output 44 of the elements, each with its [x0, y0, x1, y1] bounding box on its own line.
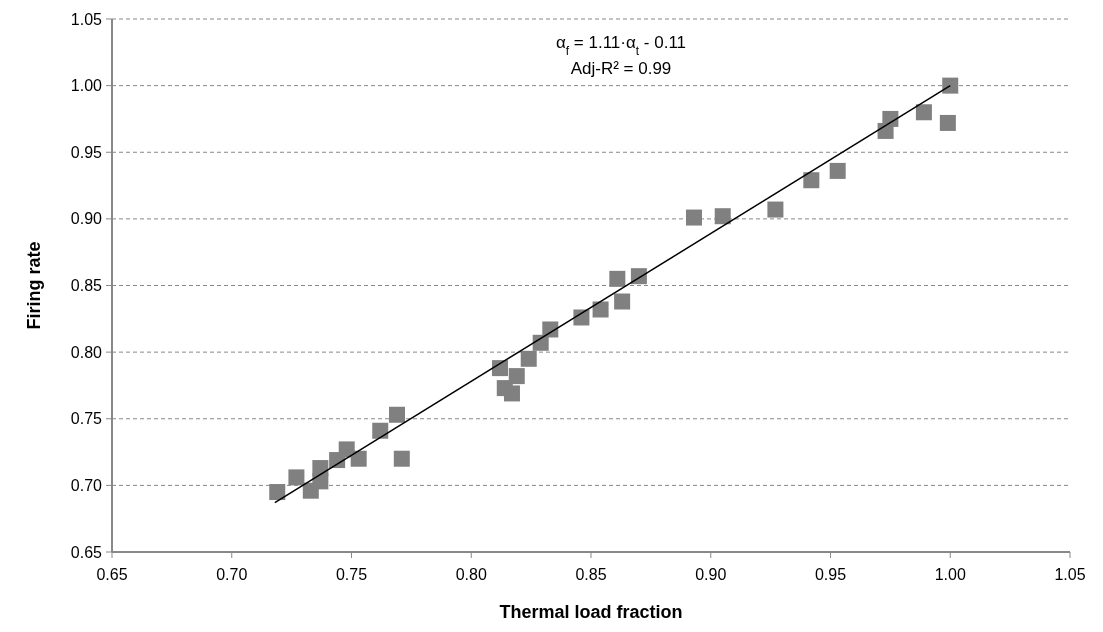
- point: [829, 162, 846, 179]
- point: [288, 469, 305, 486]
- x-tick-label: 1.00: [934, 566, 966, 583]
- point: [393, 450, 410, 467]
- point: [508, 368, 525, 385]
- y-tick-label: 1.05: [70, 10, 103, 28]
- y-tick-label: 0.75: [70, 410, 103, 428]
- point: [389, 406, 406, 423]
- point: [269, 484, 286, 501]
- x-tick-label: 0.75: [335, 566, 368, 583]
- point: [714, 208, 731, 225]
- x-axis-title: Thermal load fraction: [499, 602, 683, 622]
- x-tick-label: 0.95: [814, 566, 847, 583]
- point: [685, 209, 702, 226]
- point: [372, 422, 389, 439]
- point: [592, 301, 609, 318]
- x-tick-label: 1.05: [1054, 566, 1086, 583]
- y-tick-label: 0.85: [70, 277, 103, 295]
- y-tick-label: 1.00: [70, 77, 103, 95]
- point: [312, 473, 329, 490]
- point: [609, 270, 626, 287]
- point: [614, 293, 631, 310]
- annotation: Adj-R² = 0.99: [570, 59, 672, 78]
- y-tick-label: 0.90: [70, 210, 103, 228]
- y-tick-label: 0.95: [70, 143, 103, 161]
- y-axis-title: Firing rate: [24, 241, 44, 330]
- x-tick-label: 0.85: [575, 566, 607, 583]
- y-tick-label: 0.65: [70, 543, 103, 561]
- x-tick-label: 0.65: [96, 566, 128, 583]
- point: [803, 172, 820, 189]
- x-tick-label: 0.90: [695, 566, 727, 583]
- point: [491, 360, 508, 377]
- y-tick-label: 0.80: [70, 343, 103, 361]
- point: [350, 450, 367, 467]
- point: [915, 104, 932, 121]
- x-tick-label: 0.80: [455, 566, 487, 583]
- y-tick-label: 0.70: [70, 476, 103, 494]
- point: [939, 114, 956, 131]
- annotation: α$_{f}$ = 1.11·α$_{t}$ - 0.11: [555, 33, 687, 58]
- x-tick-label: 0.70: [216, 566, 248, 583]
- point: [542, 321, 559, 338]
- point: [942, 77, 959, 94]
- point: [520, 350, 537, 367]
- point: [767, 201, 784, 218]
